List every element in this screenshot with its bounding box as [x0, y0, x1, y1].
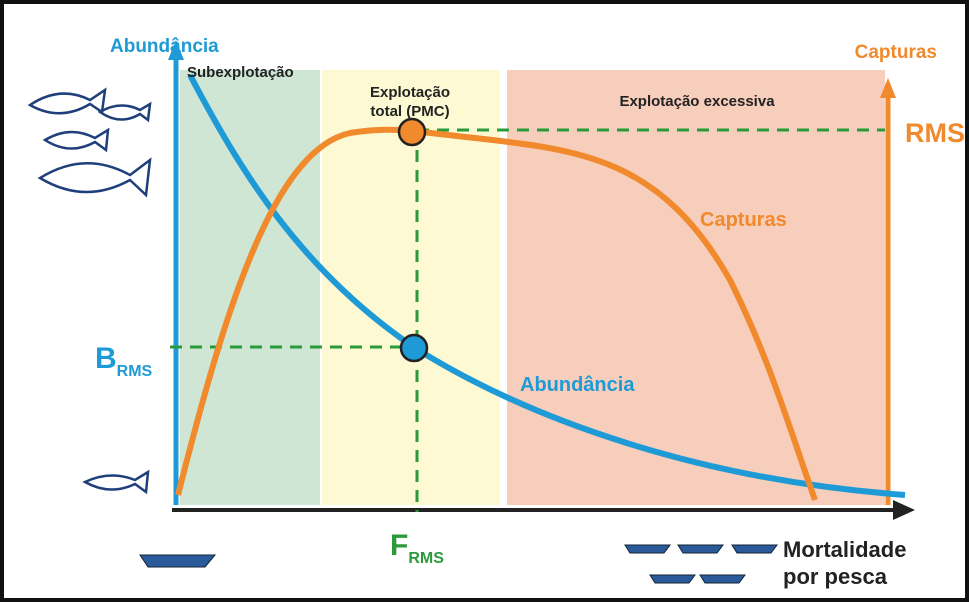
fish-icons: [27, 87, 152, 495]
curve-label: Abundância: [520, 374, 635, 396]
x-label: por pesca: [783, 564, 888, 589]
arrow: [168, 40, 184, 60]
bmsy-point: [399, 333, 429, 363]
zone-under: [180, 70, 320, 505]
arrow: [893, 500, 915, 520]
f-main: F: [390, 529, 408, 562]
x-label: Mortalidade: [783, 537, 906, 562]
b-sub: RMS: [117, 363, 153, 380]
zone-label: total (PMC): [370, 103, 449, 120]
b-main: B: [95, 342, 117, 375]
guides: [170, 128, 885, 512]
arrow: [880, 78, 896, 98]
zone-label: Explotação excessiva: [619, 93, 775, 110]
curve-label: Capturas: [700, 209, 787, 231]
zone-label: Explotação: [370, 84, 450, 101]
f-sub: RMS: [408, 550, 444, 567]
zone-excess: [507, 70, 885, 505]
zone-label: Subexplotação: [187, 64, 294, 81]
f-rms: FRMS: [390, 529, 444, 567]
b-rms: BRMS: [95, 342, 153, 380]
y-right-label: Capturas: [855, 42, 937, 63]
catch-curve: [175, 126, 818, 502]
rms-label: RMS: [905, 118, 965, 148]
msy-point: [397, 117, 427, 147]
y-left-label: Abundância: [110, 36, 219, 57]
boat-icons: [139, 544, 778, 584]
